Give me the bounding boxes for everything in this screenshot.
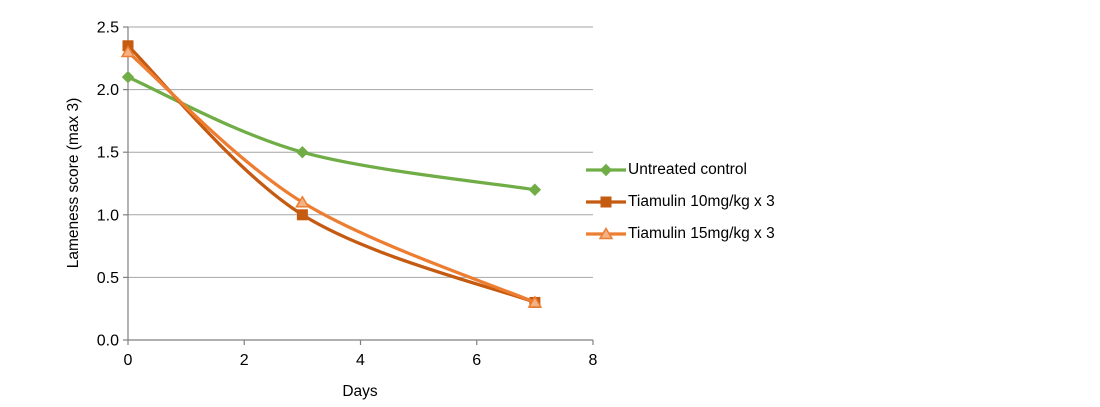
legend-item-tiamulin-10mg-kg-x-3: Tiamulin 10mg/kg x 3 (586, 186, 775, 218)
series-line-tiamulin-10mg-kg-x-3 (126, 44, 537, 305)
legend-label: Untreated control (628, 161, 747, 178)
data-point-untreated-control (296, 145, 309, 159)
legend-item-untreated-control: Untreated control (586, 154, 775, 186)
diamond-icon (599, 163, 613, 177)
x-tick-label: 2 (240, 352, 249, 369)
legend-label: Tiamulin 10mg/kg x 3 (628, 193, 775, 210)
x-tick-label: 6 (472, 352, 481, 369)
legend-item-tiamulin-15mg-kg-x-3: Tiamulin 15mg/kg x 3 (586, 218, 775, 250)
triangle-legend-marker-icon (586, 227, 626, 240)
data-point-tiamulin-15mg-kg-x-3 (295, 195, 310, 208)
y-axis-title: Lameness score (max 3) (65, 97, 82, 269)
y-tick-label: 0.0 (97, 333, 119, 350)
legend: Untreated control Tiamulin 10mg/kg x 3 Tia… (586, 154, 775, 250)
data-point-untreated-control (528, 183, 542, 196)
data-point-untreated-control (121, 70, 135, 84)
diamond-legend-marker-icon (586, 163, 626, 177)
square-legend-marker-icon (586, 196, 626, 208)
data-point-tiamulin-15mg-kg-x-3 (120, 45, 136, 58)
x-tick-label: 4 (356, 352, 365, 369)
legend-label: Tiamulin 15mg/kg x 3 (628, 225, 775, 242)
data-point-tiamulin-10mg-kg-x-3 (296, 209, 308, 221)
data-point-tiamulin-15mg-kg-x-3 (527, 295, 543, 308)
x-tick-label: 0 (124, 352, 133, 369)
x-tick-label: 8 (589, 352, 598, 369)
y-tick-label: 1.5 (97, 145, 119, 162)
series-line-untreated-control (126, 75, 537, 192)
y-tick-label: 2.0 (97, 82, 119, 99)
y-tick-label: 0.5 (97, 270, 119, 287)
y-tick-label: 2.5 (97, 20, 119, 37)
x-axis-title: Days (342, 383, 378, 400)
square-icon (600, 196, 612, 208)
y-tick-label: 1.0 (97, 207, 119, 224)
triangle-icon (598, 227, 614, 240)
